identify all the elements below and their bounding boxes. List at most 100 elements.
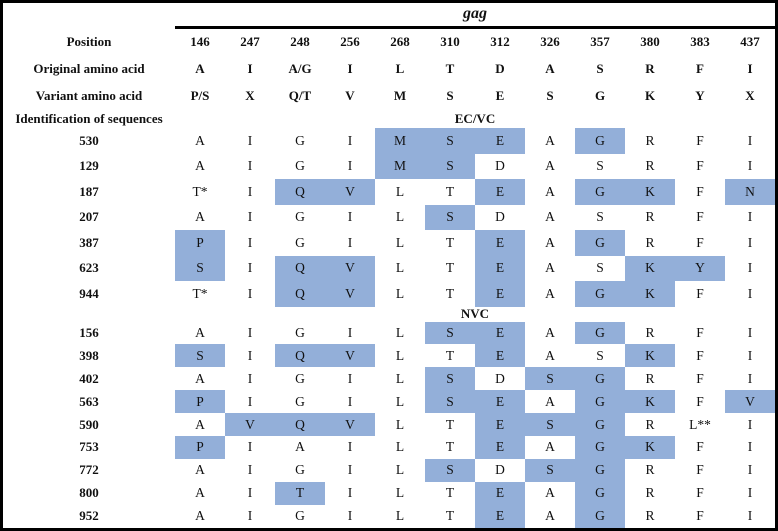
aa-cell: A [195, 209, 205, 225]
aa-cell: I [247, 260, 253, 276]
aa-cell-variant: Y [675, 255, 725, 281]
aa-cell: I [247, 508, 253, 524]
aa-cell-variant: M [375, 128, 425, 154]
aa-cell: A [195, 324, 205, 340]
aa-cell-variant: S [525, 367, 575, 391]
aa-cell-variant: G [575, 481, 625, 505]
aa-cell: I [747, 260, 753, 276]
sequence-row: 207 A I G I L S D A S R F I [3, 204, 775, 230]
original-aa-value: L [395, 61, 405, 76]
aa-cell: G [295, 132, 305, 148]
aa-cell: I [747, 416, 753, 432]
aa-cell-variant: V [325, 413, 375, 436]
aa-cell: I [747, 234, 753, 250]
variant-aa-value: G [594, 88, 606, 103]
sequence-id: 530 [79, 132, 99, 148]
sequence-row: 156 A I G I L S E A G R F I [3, 321, 775, 345]
sequence-groups: Identification of sequences EC/VC 530 A I G I M… [3, 109, 775, 528]
aa-cell: L [395, 285, 405, 301]
aa-cell: F [696, 158, 704, 174]
aa-cell: I [747, 347, 753, 363]
aa-cell-variant: K [625, 344, 675, 368]
aa-cell-variant: K [625, 255, 675, 281]
gene-header-row: gag [3, 3, 775, 29]
aa-cell-variant: K [625, 390, 675, 414]
sequence-id: 387 [79, 234, 99, 250]
aa-cell: D [495, 209, 505, 225]
aa-cell: T [445, 485, 455, 501]
aa-cell: A [195, 508, 205, 524]
aa-cell: I [247, 393, 253, 409]
aa-cell: F [696, 508, 704, 524]
position-value: 310 [440, 34, 460, 49]
aa-cell: A [545, 183, 555, 199]
aa-cell: I [247, 347, 253, 363]
aa-cell: I [747, 158, 753, 174]
variant-aa-values: P/S X Q/T V M S E S G K Y X [175, 83, 775, 109]
aa-cell-variant: Q [275, 281, 325, 307]
sequence-id: 129 [79, 158, 99, 174]
aa-cell: T [445, 260, 455, 276]
position-value: 312 [490, 34, 510, 49]
gene-header-cell: gag [175, 3, 775, 29]
aa-cell-variant: N [725, 179, 775, 205]
aa-cell-variant: V [325, 179, 375, 205]
aa-cell: F [696, 462, 704, 478]
aa-cell: I [747, 508, 753, 524]
section-row-spacer [3, 307, 175, 322]
aa-cell: L [395, 439, 405, 455]
aa-cell: I [747, 209, 753, 225]
aa-cell: I [347, 508, 353, 524]
variant-aa-value: X [745, 88, 755, 103]
sequence-id: 623 [79, 260, 99, 276]
aa-cell-variant: Q [275, 179, 325, 205]
aa-cell-variant: P [175, 435, 225, 459]
sequence-id: 952 [79, 508, 99, 524]
aa-cell: I [247, 370, 253, 386]
aa-cell: I [347, 209, 353, 225]
aa-cell: F [696, 285, 704, 301]
aa-cell-variant: V [725, 390, 775, 414]
aa-cell: I [347, 158, 353, 174]
aa-cell: I [247, 234, 253, 250]
sequence-row: 772 A I G I L S D S G R F I [3, 458, 775, 482]
aa-cell: F [696, 370, 704, 386]
aa-cell: I [247, 209, 253, 225]
sequence-group-nvc: NVC 156 A I G I L S E A G R F I 398 S I Q V L T E A S K F I 402 A I G I… [3, 306, 775, 528]
original-aa-value: I [347, 61, 353, 76]
aa-cell: T* [192, 285, 208, 301]
aa-cell: F [696, 393, 704, 409]
aa-cell-variant: V [325, 255, 375, 281]
aa-cell-variant: E [475, 344, 525, 368]
aa-cell: F [696, 183, 704, 199]
sequence-id: 590 [79, 416, 99, 432]
aa-cell-variant: Q [275, 413, 325, 436]
position-value: 247 [240, 34, 260, 49]
original-aa-value: F [696, 61, 704, 76]
aa-cell-variant: K [625, 435, 675, 459]
aa-cell: I [747, 132, 753, 148]
position-value: 326 [540, 34, 560, 49]
sequence-group-ecvc: Identification of sequences EC/VC 530 A I G I M… [3, 109, 775, 307]
aa-cell-variant: G [575, 128, 625, 154]
sequence-row: 387 P I G I L T E A G R F I [3, 230, 775, 256]
aa-cell: R [645, 234, 655, 250]
variant-aa-label: Variant amino acid [35, 88, 143, 103]
position-value: 268 [390, 34, 410, 49]
sequence-id: 772 [79, 462, 99, 478]
sequence-id: 398 [79, 347, 99, 363]
aa-cell: A [545, 439, 555, 455]
aa-cell-variant: E [475, 435, 525, 459]
aa-cell: R [645, 158, 655, 174]
aa-cell-variant: V [225, 413, 275, 436]
aa-cell-variant: E [475, 255, 525, 281]
position-value: 380 [640, 34, 660, 49]
aa-cell-variant: G [575, 435, 625, 459]
aa-cell: T [445, 234, 455, 250]
aa-cell: A [545, 158, 555, 174]
aa-cell-variant: S [425, 204, 475, 230]
